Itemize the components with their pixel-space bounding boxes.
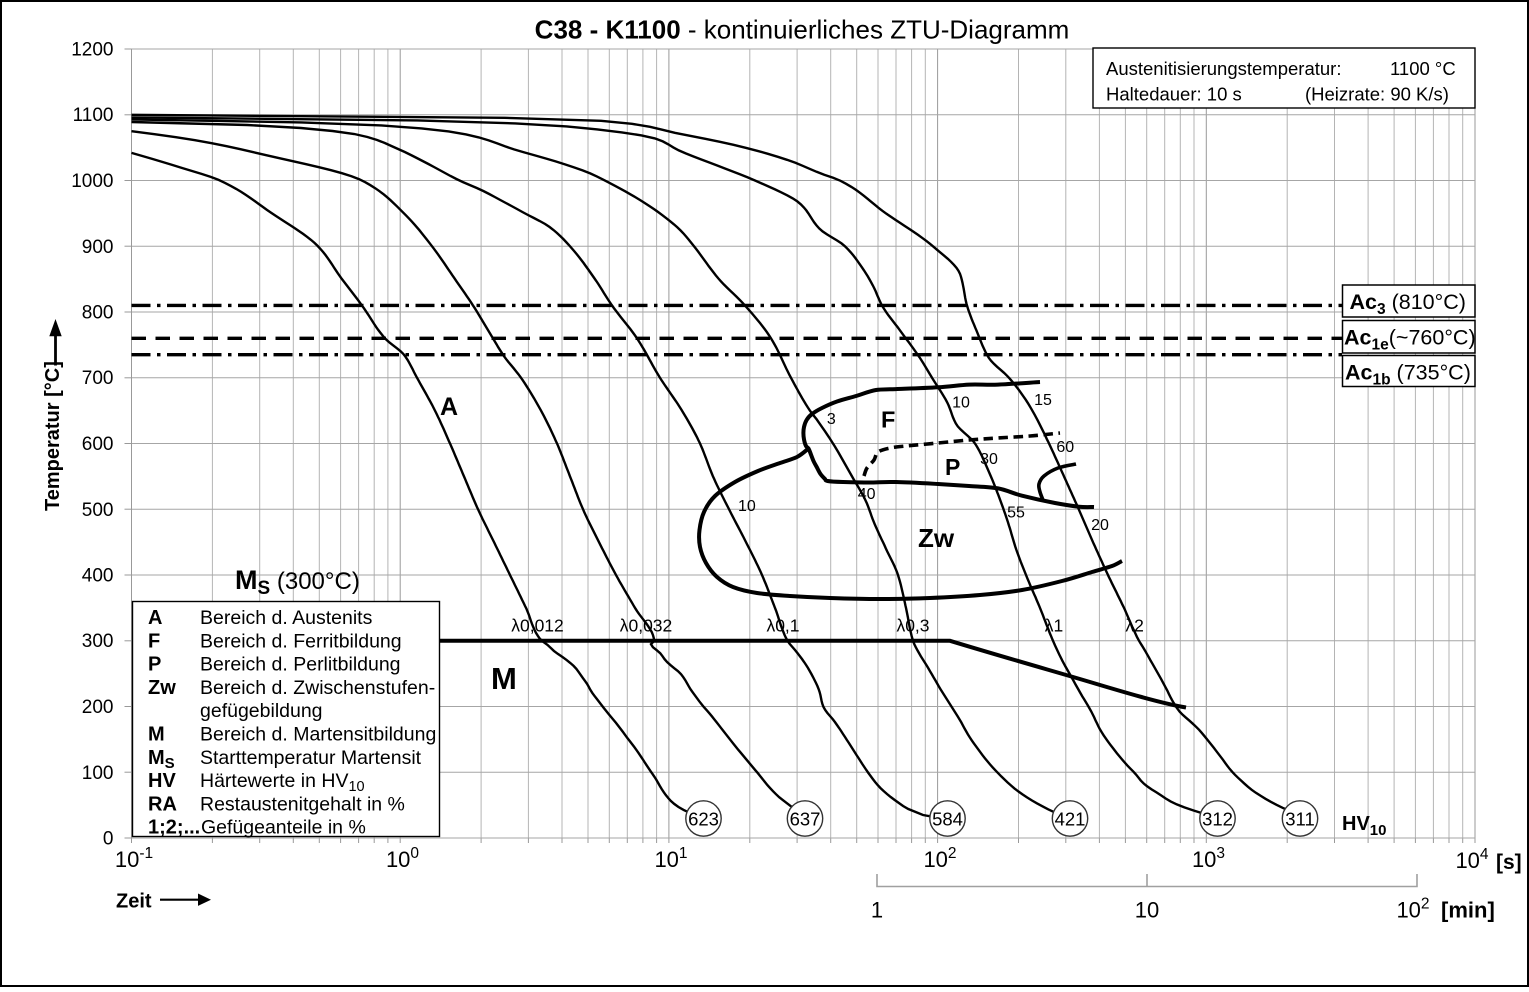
svg-text:[min]: [min]: [1441, 898, 1495, 923]
svg-text:Zeit: Zeit: [116, 891, 152, 913]
svg-text:MS (300°C): MS (300°C): [235, 565, 360, 599]
svg-text:10: 10: [1135, 898, 1159, 923]
svg-text:637: 637: [790, 809, 821, 830]
svg-text:P: P: [945, 454, 960, 480]
svg-text:Haltedauer: 10 s: Haltedauer: 10 s: [1106, 84, 1242, 105]
svg-text:M: M: [491, 661, 517, 696]
svg-text:λ0,1: λ0,1: [766, 616, 799, 636]
svg-text:200: 200: [82, 697, 114, 718]
svg-text:λ0,032: λ0,032: [620, 616, 673, 636]
svg-text:1: 1: [871, 898, 883, 923]
svg-text:RA: RA: [148, 793, 177, 815]
svg-text:800: 800: [82, 303, 114, 324]
svg-text:Zw: Zw: [148, 677, 176, 699]
svg-text:λ0,3: λ0,3: [896, 616, 929, 636]
svg-text:Bereich d. Zwischenstufen-: Bereich d. Zwischenstufen-: [200, 677, 435, 699]
svg-text:λ2: λ2: [1125, 616, 1143, 636]
svg-text:3: 3: [827, 411, 836, 428]
svg-text:Temperatur [°C]: Temperatur [°C]: [42, 361, 64, 511]
svg-text:311: 311: [1285, 809, 1315, 830]
svg-text:10-1: 10-1: [115, 845, 153, 872]
svg-text:900: 900: [82, 237, 114, 258]
svg-text:λ1: λ1: [1045, 616, 1063, 636]
svg-text:30: 30: [980, 451, 998, 468]
svg-text:Bereich d. Austenits: Bereich d. Austenits: [200, 607, 373, 629]
svg-text:M: M: [148, 724, 165, 746]
svg-text:C38 - K1100 - kontinuierliches: C38 - K1100 - kontinuierliches ZTU-Diagr…: [535, 15, 1070, 45]
svg-text:Härtewerte in HV10: Härtewerte in HV10: [200, 770, 365, 795]
svg-text:1100: 1100: [73, 105, 114, 126]
svg-text:312: 312: [1202, 809, 1233, 830]
svg-text:F: F: [881, 407, 895, 433]
svg-text:gefügebildung: gefügebildung: [200, 700, 323, 722]
svg-text:623: 623: [688, 809, 719, 830]
svg-text:Bereich d. Ferritbildung: Bereich d. Ferritbildung: [200, 630, 402, 652]
svg-text:Ac1e(~760°C): Ac1e(~760°C): [1344, 326, 1476, 354]
svg-text:1;2;...: 1;2;...: [148, 817, 200, 839]
svg-text:100: 100: [82, 763, 114, 784]
svg-text:60: 60: [1056, 439, 1074, 456]
svg-text:55: 55: [1007, 505, 1025, 522]
svg-text:300: 300: [82, 631, 114, 652]
svg-text:700: 700: [82, 368, 114, 389]
svg-text:400: 400: [82, 566, 114, 587]
svg-text:0: 0: [103, 829, 114, 850]
svg-text:Gefügeanteile in %: Gefügeanteile in %: [201, 817, 366, 839]
svg-text:A: A: [148, 607, 162, 629]
svg-text:Restaustenitgehalt in %: Restaustenitgehalt in %: [200, 793, 405, 815]
svg-text:(Heizrate: 90 K/s): (Heizrate: 90 K/s): [1305, 84, 1449, 105]
svg-text:Ac1b (735°C): Ac1b (735°C): [1345, 361, 1471, 389]
svg-text:421: 421: [1055, 809, 1086, 830]
svg-text:P: P: [148, 654, 161, 676]
svg-text:10: 10: [738, 498, 756, 515]
svg-text:20: 20: [1091, 517, 1109, 534]
svg-text:600: 600: [82, 434, 114, 455]
svg-text:500: 500: [82, 500, 114, 521]
svg-text:λ0,012: λ0,012: [511, 616, 564, 636]
svg-text:15: 15: [1034, 392, 1052, 409]
svg-text:1000: 1000: [71, 171, 113, 192]
svg-text:1100 °C: 1100 °C: [1390, 58, 1456, 79]
svg-text:A: A: [440, 393, 458, 421]
svg-text:Ac3 (810°C): Ac3 (810°C): [1350, 290, 1466, 318]
svg-text:Austenitisierungstemperatur:: Austenitisierungstemperatur:: [1106, 58, 1341, 79]
svg-text:Starttemperatur Martensit: Starttemperatur Martensit: [200, 747, 422, 769]
svg-text:Zw: Zw: [918, 523, 955, 553]
svg-text:[s]: [s]: [1496, 851, 1522, 874]
svg-text:584: 584: [932, 809, 963, 830]
svg-text:F: F: [148, 630, 160, 652]
svg-text:Bereich d. Perlitbildung: Bereich d. Perlitbildung: [200, 654, 401, 676]
svg-text:10: 10: [952, 395, 970, 412]
svg-text:1200: 1200: [71, 40, 113, 61]
svg-text:HV: HV: [148, 770, 176, 792]
svg-text:40: 40: [858, 486, 876, 503]
svg-text:Bereich d. Martensitbildung: Bereich d. Martensitbildung: [200, 724, 436, 746]
